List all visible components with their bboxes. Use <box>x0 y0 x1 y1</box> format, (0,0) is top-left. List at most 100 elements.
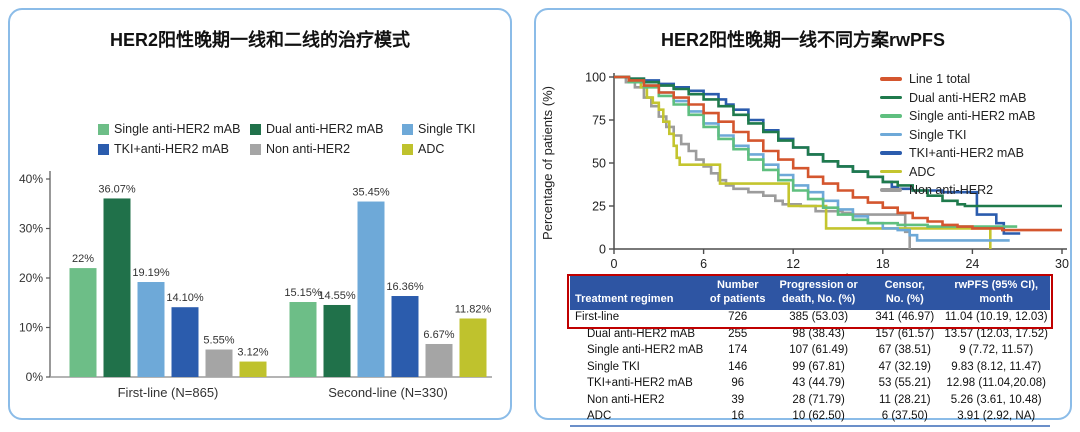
bar-value-label: 5.55% <box>203 335 234 347</box>
km-x-tick-label: 12 <box>786 257 800 271</box>
km-chart-title: HER2阳性晚期一线不同方案rwPFS <box>660 30 946 50</box>
bar-group-label: Second-line (N=330) <box>328 385 448 400</box>
rwpfs-panel: HER2阳性晚期一线不同方案rwPFS 0 25 50 75 100 0 6 12 18 24 30… <box>534 8 1072 428</box>
legend-label: ADC <box>909 164 936 179</box>
treatment-pattern-panel: HER2阳性晚期一线和二线的治疗模式 Single anti-HER2 mAB D… <box>8 8 512 420</box>
km-x-tick-label: 30 <box>1055 257 1069 271</box>
value-cell: 16 <box>731 410 745 423</box>
legend-item-non-anti-her2: Non anti-HER2 <box>880 183 1035 197</box>
legend-item-single-tki: Single TKI <box>402 122 475 136</box>
bar-adc <box>239 361 267 377</box>
bar-value-label: 15.15% <box>284 287 322 299</box>
km-y-tick-label: 0 <box>599 243 606 257</box>
value-cell: 12.98 (11.04,20.08) <box>946 377 1046 390</box>
regimen-cell: Single TKI <box>587 360 640 373</box>
value-cell: 9.83 (8.12, 11.47) <box>951 360 1042 373</box>
table-header-row: Treatment regimen Number of patients Progre… <box>570 276 1050 310</box>
legend-label: ADC <box>418 142 445 156</box>
bar-chart: 0% 10% 20% 30% 40% 22% 36.07% 19.19% 14.10% 5.55%… <box>19 171 492 400</box>
value-cell: 107 (61.49) <box>789 344 849 357</box>
value-cell: 146 <box>728 360 748 373</box>
value-cell: 10 (62.50) <box>792 410 845 423</box>
value-cell: 726 <box>728 311 748 323</box>
km-x-tick-label: 18 <box>876 257 890 271</box>
km-series-non-anti-her2 <box>614 75 911 249</box>
value-cell: 13.57 (12.03, 17.52) <box>944 327 1048 340</box>
value-cell: 174 <box>728 344 748 357</box>
column-header-progression-or-death-no: Progression or death, No. (%) <box>770 276 868 310</box>
legend-item-single-anti-her2-mab: Single anti-HER2 mAB <box>880 109 1035 123</box>
km-series-dual-anti-her2-mab <box>614 75 1062 208</box>
legend-swatch-icon <box>98 123 109 135</box>
bar-single-tki <box>137 282 165 377</box>
bar-adc <box>459 318 487 377</box>
regimen-cell: ADC <box>587 410 612 423</box>
table-row-adc: ADC 16 10 (62.50) 6 (37.50) 3.91 (2.92, NA) <box>570 409 1050 427</box>
km-y-tick-label: 75 <box>592 114 606 128</box>
legend-swatch-icon <box>402 123 413 135</box>
bar-y-tick-label: 40% <box>19 172 43 186</box>
km-chart-legend: Line 1 total Dual anti-HER2 mAB Single ant… <box>880 72 1035 197</box>
bar-dual-anti-her2-mab <box>323 304 351 377</box>
table-row-single-anti-her2-mab: Single anti-HER2 mAB 174 107 (61.49) 67 (38… <box>570 343 1050 360</box>
legend-item-dual-anti-her2-mab: Dual anti-HER2 mAB <box>250 122 402 136</box>
bar-value-label: 11.82% <box>455 303 492 315</box>
legend-label: Dual anti-HER2 mAB <box>909 90 1027 105</box>
legend-label: Single anti-HER2 mAB <box>909 109 1036 123</box>
legend-item-single-tki: Single TKI <box>880 128 1035 142</box>
bar-group-label: First-line (N=865) <box>118 385 219 400</box>
km-series-adc <box>614 75 992 249</box>
table-row-first-line: First-line 726 385 (53.03) 341 (46.97) 11.04… <box>570 310 1050 327</box>
legend-line-icon <box>880 151 902 155</box>
km-series-single-anti-her2-mab <box>614 75 1018 228</box>
bar-single-anti-her2-mab <box>289 302 317 377</box>
bar-value-label: 35.45% <box>352 187 390 199</box>
value-cell: 385 (53.03) <box>789 311 849 323</box>
bar-non-anti-her2 <box>205 349 233 377</box>
value-cell: 67 (38.51) <box>878 344 931 357</box>
legend-line-icon <box>880 95 902 100</box>
regimen-cell: Non anti-HER2 <box>587 393 665 406</box>
regimen-cell: TKI+anti-HER2 mAB <box>587 377 693 390</box>
value-cell: 11 (28.21) <box>879 393 931 406</box>
value-cell: 255 <box>728 327 748 340</box>
value-cell: 3.91 (2.92, NA) <box>957 410 1036 423</box>
km-chart: 0 25 50 75 100 0 6 12 18 24 30 Percentage of patien… <box>540 71 1069 287</box>
regimen-cell: First-line <box>575 311 620 323</box>
legend-item-non-anti-her2: Non anti-HER2 <box>250 142 402 156</box>
legend-label: Non anti-HER2 <box>266 142 351 156</box>
bar-value-label: 19.19% <box>132 267 170 279</box>
column-header-number-of-patients: Number of patients <box>705 276 771 310</box>
legend-label: Line 1 total <box>909 72 971 86</box>
table-row-single-tki: Single TKI 146 99 (67.81) 47 (32.19) 9.83 (8… <box>570 359 1050 376</box>
rwpfs-table: Treatment regimen Number of patients Progre… <box>570 276 1050 428</box>
value-cell: 47 (32.19) <box>878 360 931 373</box>
legend-line-icon <box>880 188 902 192</box>
legend-line-icon <box>880 77 902 81</box>
value-cell: 157 (61.57) <box>875 327 935 340</box>
legend-label: Single anti-HER2 mAB <box>114 122 241 136</box>
km-series-line-1-total <box>614 75 1062 232</box>
bar-chart-legend: Single anti-HER2 mAB Dual anti-HER2 mAB Si… <box>98 122 475 156</box>
legend-item-dual-anti-her2-mab: Dual anti-HER2 mAB <box>880 91 1035 105</box>
legend-line-icon <box>880 132 902 137</box>
bar-value-label: 36.07% <box>98 183 136 195</box>
table-row-tki-anti-her2-mab: TKI+anti-HER2 mAB 96 43 (44.79) 53 (55.21) 1… <box>570 376 1050 393</box>
value-cell: 43 (44.79) <box>792 377 845 390</box>
bar-chart-title: HER2阳性晚期一线和二线的治疗模式 <box>109 30 410 50</box>
km-y-tick-label: 50 <box>592 157 606 171</box>
bar-single-anti-her2-mab <box>69 268 97 377</box>
value-cell: 99 (67.81) <box>792 360 845 373</box>
rwpfs-table-wrap: Treatment regimen Number of patients Progre… <box>567 273 1053 428</box>
bar-y-tick-label: 10% <box>19 321 43 335</box>
value-cell: 5.26 (3.61, 10.48) <box>950 393 1042 406</box>
bar-value-label: 6.67% <box>423 329 454 341</box>
column-header-treatment-regimen: Treatment regimen <box>570 276 706 310</box>
km-y-tick-label: 25 <box>592 200 606 214</box>
bar-value-label: 14.55% <box>318 290 356 302</box>
legend-label: TKI+anti-HER2 mAB <box>114 142 229 156</box>
legend-label: Non anti-HER2 <box>909 183 994 197</box>
legend-swatch-icon <box>250 123 261 135</box>
bar-value-label: 22% <box>72 253 94 265</box>
legend-item-tki-anti-her2-mab: TKI+anti-HER2 mAB <box>98 142 250 156</box>
